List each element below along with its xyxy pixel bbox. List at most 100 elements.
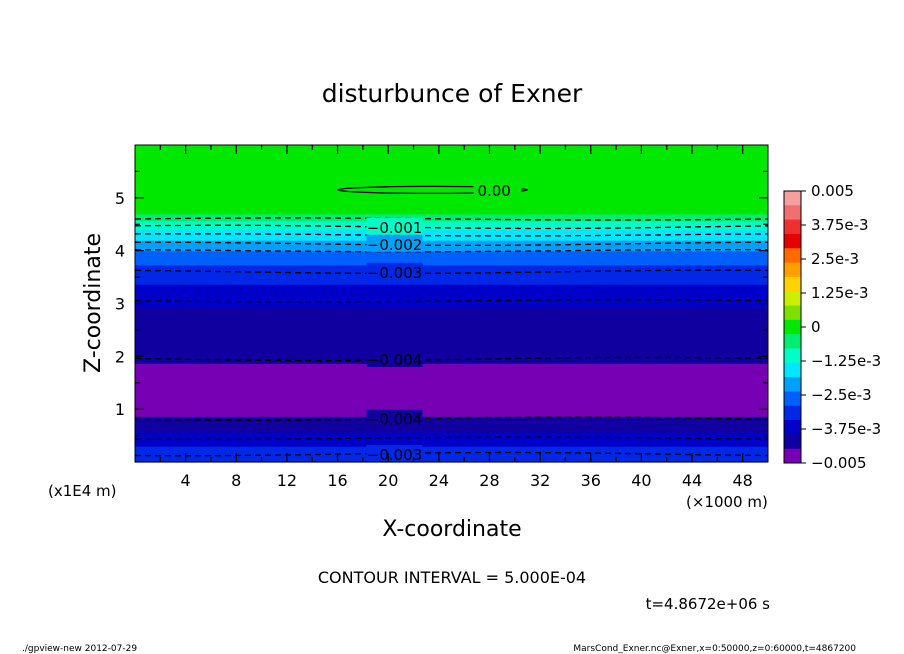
color-band xyxy=(135,395,768,398)
color-band xyxy=(135,442,768,445)
color-band xyxy=(135,414,768,417)
contour-label: −0.004 xyxy=(367,411,423,429)
color-band xyxy=(135,421,768,424)
contour-label-bg xyxy=(366,217,423,235)
color-band xyxy=(135,308,768,312)
color-band xyxy=(135,391,768,394)
color-band xyxy=(135,336,768,340)
colorbar-label: −3.75e-3 xyxy=(811,420,881,438)
color-band xyxy=(135,264,768,268)
contour-line xyxy=(134,356,769,362)
color-band xyxy=(135,289,768,292)
contour-line xyxy=(134,436,769,440)
color-band xyxy=(135,338,768,342)
contour-line xyxy=(134,269,768,275)
color-band xyxy=(135,153,768,157)
color-band xyxy=(135,435,768,438)
color-band xyxy=(135,342,768,345)
colorbar-swatch xyxy=(784,219,801,235)
color-band xyxy=(135,322,768,326)
contour-line xyxy=(134,248,768,253)
color-band xyxy=(135,379,768,382)
color-band xyxy=(135,359,768,363)
colorbar-swatch xyxy=(784,434,801,450)
color-band xyxy=(135,160,768,164)
color-band xyxy=(135,324,768,327)
color-band xyxy=(135,155,768,158)
color-band xyxy=(135,231,768,234)
color-band xyxy=(135,328,768,331)
colorbar-label: 2.5e-3 xyxy=(811,250,859,268)
color-band xyxy=(135,437,768,440)
color-band xyxy=(135,240,768,243)
color-band xyxy=(135,368,768,372)
contour-line xyxy=(135,241,769,247)
color-band xyxy=(135,405,768,409)
color-band xyxy=(135,291,768,294)
colorbar-swatch xyxy=(784,276,801,292)
color-band xyxy=(135,227,768,231)
color-band xyxy=(135,211,768,215)
contour-label-bg xyxy=(366,234,423,252)
color-band xyxy=(135,148,768,151)
color-band xyxy=(135,458,768,461)
color-band xyxy=(135,157,768,160)
color-band xyxy=(135,305,768,308)
color-band xyxy=(135,352,768,356)
color-band xyxy=(135,444,768,447)
contour-label: −0.002 xyxy=(367,236,423,254)
color-band xyxy=(135,398,768,401)
y-tick-label: 3 xyxy=(115,295,125,314)
x-tick-label: 44 xyxy=(682,471,702,490)
color-band xyxy=(135,234,768,238)
x-tick-label: 24 xyxy=(429,471,449,490)
contour-line xyxy=(134,224,769,230)
color-band xyxy=(135,197,768,201)
color-band xyxy=(135,278,768,282)
color-band xyxy=(135,340,768,343)
x-tick-label: 16 xyxy=(327,471,347,490)
color-band xyxy=(135,307,768,310)
color-band xyxy=(135,345,768,349)
footer-left: ./gpview-new 2012-07-29 xyxy=(22,644,137,654)
color-band xyxy=(135,351,768,354)
color-band xyxy=(135,432,768,435)
color-band xyxy=(135,331,768,335)
y-tick-label: 5 xyxy=(115,189,125,208)
color-band xyxy=(135,176,768,180)
time-stamp: t=4.8672e+06 s xyxy=(646,595,771,613)
color-band xyxy=(135,386,768,389)
color-band xyxy=(135,349,768,352)
x-tick-label: 36 xyxy=(581,471,601,490)
color-band xyxy=(135,206,768,209)
colorbar-label: −0.005 xyxy=(811,454,867,472)
color-band xyxy=(135,416,768,419)
x-tick-label: 48 xyxy=(733,471,753,490)
colorbar-swatch xyxy=(784,191,801,206)
contour-lines: 0.00 −0.001−0.002 −0.003 −0.004 −0.004 −0.003 xyxy=(134,181,769,464)
color-band xyxy=(135,204,768,208)
colorbar-swatch xyxy=(784,305,801,321)
color-band xyxy=(135,389,768,393)
color-band xyxy=(135,275,768,278)
color-band xyxy=(135,384,768,387)
color-band xyxy=(135,410,768,414)
contour-line xyxy=(134,217,769,221)
color-band xyxy=(135,241,768,245)
color-band xyxy=(135,238,768,241)
color-band xyxy=(135,439,768,442)
color-band xyxy=(135,254,768,257)
color-band xyxy=(135,433,768,437)
color-band xyxy=(135,218,768,222)
colorbar-swatch xyxy=(784,334,801,349)
color-band xyxy=(135,285,768,289)
color-band xyxy=(135,180,768,183)
color-band xyxy=(135,146,768,150)
color-band xyxy=(135,303,768,306)
color-band xyxy=(135,245,768,248)
color-band xyxy=(135,344,768,347)
color-band xyxy=(135,220,768,224)
color-band xyxy=(135,372,768,375)
colorbar-swatch xyxy=(784,205,801,221)
color-band xyxy=(135,460,768,463)
